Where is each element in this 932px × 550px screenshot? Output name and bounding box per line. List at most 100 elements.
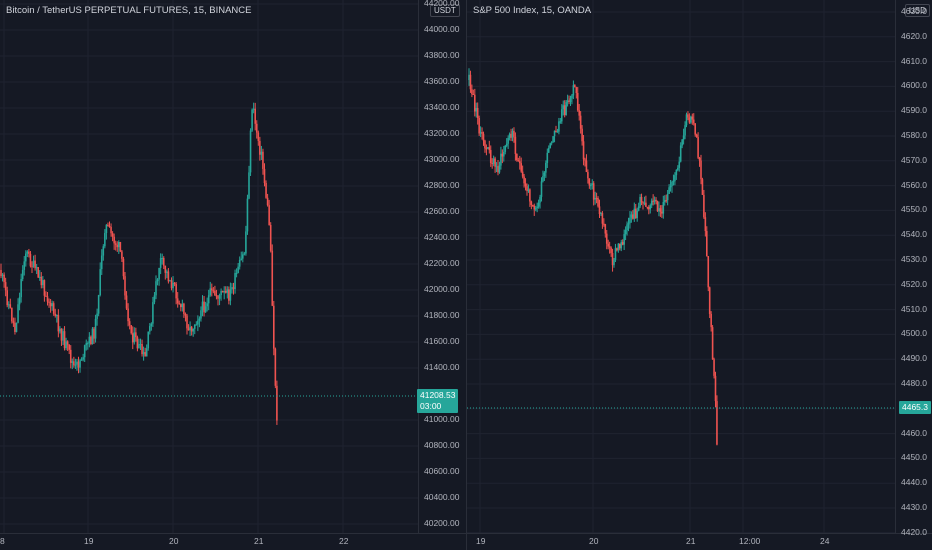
price-axis-tick: 4440.0 — [901, 477, 927, 488]
candle-body — [218, 295, 221, 299]
candle-body — [149, 326, 151, 332]
price-axis-divider — [418, 0, 419, 533]
candle-body — [681, 139, 683, 146]
candle-body — [472, 93, 475, 95]
candle-body — [100, 255, 103, 270]
bitcoin-plot-area[interactable] — [0, 0, 466, 550]
candle-body — [692, 119, 695, 124]
candle-body — [107, 224, 109, 227]
candle-body — [232, 287, 235, 290]
candle-body — [248, 172, 250, 199]
candle-body — [611, 252, 614, 266]
candle-body — [561, 109, 563, 122]
candle-body — [231, 287, 233, 290]
candle-body — [529, 189, 531, 202]
candle-body — [655, 199, 657, 202]
candle-body — [623, 234, 625, 245]
candle-body — [517, 160, 520, 162]
candle-body — [162, 257, 165, 266]
candle-body — [513, 130, 515, 137]
candle-body — [192, 328, 194, 332]
bar-countdown: 03:00 — [420, 401, 442, 411]
candle-body — [254, 108, 256, 124]
candle-body — [29, 253, 32, 267]
candle-body — [265, 182, 267, 198]
candle-body — [514, 136, 517, 154]
candle-body — [688, 117, 691, 123]
candle-body — [594, 197, 596, 200]
price-axis-tick: 4520.0 — [901, 278, 927, 289]
price-axis-tick: 4580.0 — [901, 130, 927, 140]
candle-body — [104, 233, 106, 247]
sp500-plot-area[interactable] — [467, 0, 932, 550]
candle-body — [4, 282, 7, 291]
candle-body — [481, 132, 483, 134]
candle-body — [155, 281, 157, 296]
candle-body — [94, 318, 97, 339]
candle-body — [521, 171, 524, 177]
candle-body — [271, 250, 274, 306]
candle-body — [614, 248, 617, 260]
candle-body — [142, 352, 145, 355]
candle-body — [597, 198, 599, 207]
candle-body — [85, 343, 88, 346]
currency-button[interactable]: USD — [905, 4, 930, 17]
candle-body — [537, 202, 540, 207]
price-axis-tick: 40400.00 — [424, 492, 460, 502]
candle-body — [23, 261, 26, 270]
candle-body — [703, 194, 705, 218]
price-axis-tick: 41600.00 — [424, 336, 460, 346]
candle-body — [18, 297, 21, 305]
candle-body — [260, 151, 263, 155]
candle-body — [511, 130, 514, 138]
candle-body — [38, 276, 41, 278]
candle-body — [559, 121, 562, 123]
candle-body — [221, 291, 224, 293]
bitcoin-chart-pane[interactable]: Bitcoin / TetherUS PERPETUAL FUTURES, 15… — [0, 0, 466, 550]
candle-body — [164, 265, 167, 273]
chart-title: S&P 500 Index, 15, OANDA — [473, 5, 592, 16]
candle-body — [665, 200, 667, 202]
time-axis-tick: 21 — [686, 536, 696, 546]
candle-body — [569, 98, 572, 102]
candle-body — [663, 200, 666, 203]
candle-body — [576, 92, 579, 111]
candle-body — [504, 145, 507, 152]
candle-body — [592, 183, 595, 200]
price-axis-tick: 4540.0 — [901, 229, 927, 240]
price-axis-tick: 4550.0 — [901, 204, 927, 215]
candle-body — [130, 325, 132, 334]
candle-body — [700, 160, 702, 180]
candle-body — [262, 151, 264, 169]
currency-button[interactable]: USDT — [430, 4, 460, 17]
candle-body — [87, 343, 89, 345]
candle-body — [572, 85, 575, 96]
candle-body — [235, 272, 238, 274]
candle-body — [656, 201, 659, 212]
candle-body — [35, 267, 38, 269]
candle-body — [677, 167, 679, 170]
candle-body — [588, 178, 591, 186]
candle-body — [73, 361, 75, 366]
candle-body — [57, 315, 60, 332]
candle-body — [507, 137, 509, 144]
candle-body — [652, 200, 654, 202]
price-axis-tick: 4420.0 — [901, 526, 927, 537]
candle-body — [187, 328, 190, 331]
candle-body — [108, 226, 111, 228]
candle-body — [471, 89, 473, 94]
candle-body — [710, 313, 712, 328]
candle-body — [578, 110, 580, 116]
candle-body — [60, 328, 63, 341]
candle-body — [121, 251, 123, 259]
candle-body — [111, 233, 114, 237]
candle-body — [587, 172, 589, 179]
candle-body — [666, 193, 669, 201]
candle-body — [645, 202, 647, 207]
candle-body — [141, 344, 143, 355]
candle-body — [575, 87, 578, 93]
price-axis-tick: 40200.00 — [424, 518, 460, 528]
candle-body — [546, 152, 549, 163]
price-axis-tick: 4570.0 — [901, 154, 927, 165]
sp500-chart-pane[interactable]: S&P 500 Index, 15, OANDA USD 4630.0 4620.… — [466, 0, 932, 550]
